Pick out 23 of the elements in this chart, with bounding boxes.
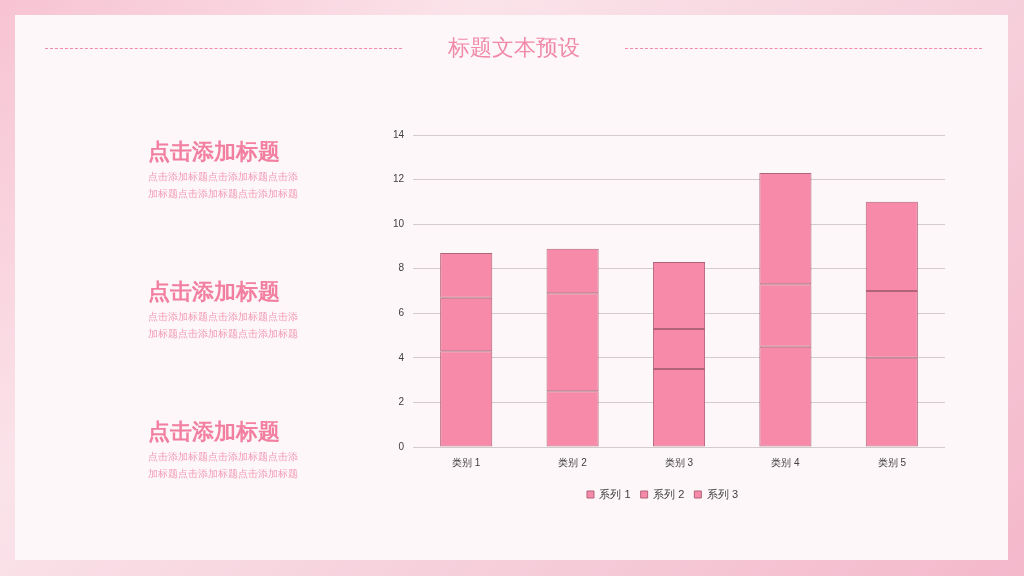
legend-label: 系列 2 <box>653 487 685 500</box>
y-tick-label: 0 <box>398 440 405 452</box>
y-tick-label: 14 <box>392 128 405 140</box>
text: 点击添加标题 <box>148 278 281 306</box>
y-tick-label: 10 <box>392 217 405 229</box>
x-tick-label: 类别 4 <box>771 456 801 468</box>
y-tick-label: 6 <box>398 307 405 319</box>
y-tick-label: 12 <box>392 173 405 185</box>
x-tick-label: 类别 2 <box>558 456 588 468</box>
text: 点击添加标题 <box>148 138 281 166</box>
x-tick-label: 类别 1 <box>452 456 481 468</box>
legend-label: 系列 1 <box>599 487 631 500</box>
text: 点击添加标题点击添加标题点击添加标题点击添加标题点击添加标题 <box>148 310 299 341</box>
x-tick-label: 类别 5 <box>877 456 907 468</box>
text: 点击添加标题 <box>148 418 281 446</box>
legend-label: 系列 3 <box>706 487 739 500</box>
chart-title: 标题文本预设 <box>446 34 581 62</box>
text: 点击添加标题点击添加标题点击添加标题点击添加标题点击添加标题 <box>148 450 299 481</box>
x-tick-label: 类别 3 <box>664 456 694 468</box>
y-tick-label: 2 <box>398 396 405 408</box>
text: 点击添加标题点击添加标题点击添加标题点击添加标题点击添加标题 <box>148 170 299 201</box>
y-tick-label: 8 <box>398 262 405 274</box>
y-tick-label: 4 <box>398 351 405 363</box>
